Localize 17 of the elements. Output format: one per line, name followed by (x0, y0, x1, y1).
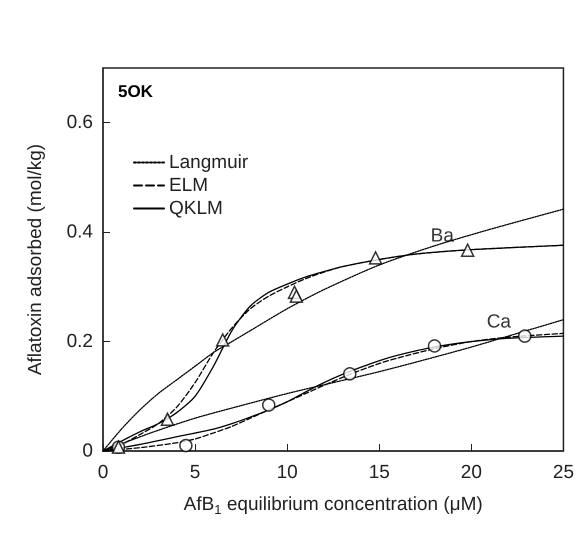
y-axis-title: Aflatoxin adsorbed (mol/kg) (25, 144, 46, 376)
legend-label: ELM (169, 175, 208, 196)
y-tick-label: 0.6 (66, 112, 93, 134)
x-tick-label: 20 (460, 462, 482, 483)
y-tick-label: 0.2 (66, 331, 93, 352)
legend-label: Langmuir (169, 152, 249, 173)
x-tick-label: 5 (190, 462, 200, 483)
text: 5OK (118, 82, 154, 101)
x-tick-label: 10 (276, 462, 298, 483)
y-tick-label: 0.4 (66, 222, 94, 243)
x-tick-label: 25 (552, 462, 574, 483)
legend-label: QKLM (169, 198, 223, 219)
x-tick-label: 15 (368, 462, 390, 483)
y-tick-label: 0 (82, 440, 93, 462)
x-tick-label: 0 (98, 462, 108, 483)
series-label: Ba (430, 226, 454, 247)
series-label: Ca (486, 312, 512, 333)
